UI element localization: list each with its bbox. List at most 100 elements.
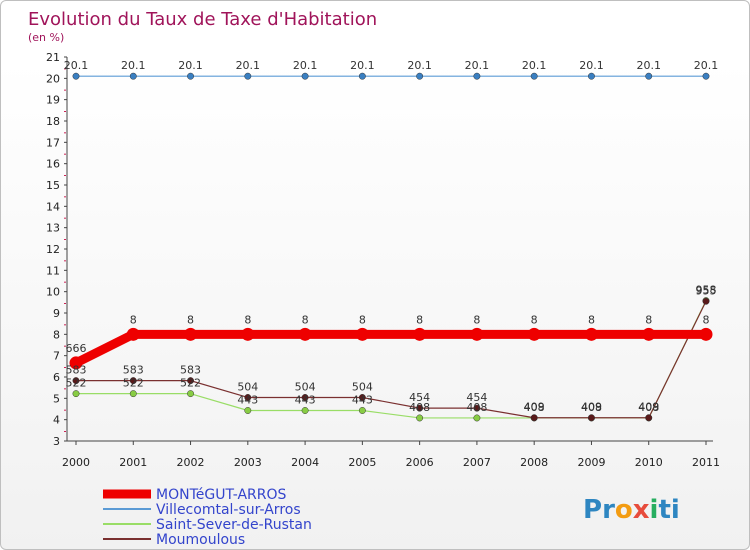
data-point	[129, 377, 137, 385]
data-label: 504	[237, 380, 258, 393]
data-point	[241, 327, 255, 341]
data-label: 20.1	[350, 59, 375, 72]
y-tick-label: 3	[53, 435, 60, 448]
data-point	[187, 377, 194, 385]
data-label: 454	[466, 391, 487, 404]
data-label: 522	[66, 377, 87, 390]
data-labels: 20.1 20.1 20.1 20.1 20.1 20.1 20.1 20.1 20.1 20.1…	[64, 59, 719, 414]
data-point	[187, 72, 194, 80]
data-point	[588, 414, 595, 422]
data-point	[702, 297, 710, 305]
y-tick-label: 6	[53, 371, 60, 384]
data-label: 443	[237, 393, 258, 406]
data-label: 20.1	[236, 59, 261, 72]
x-tick-label: 2010	[635, 456, 663, 469]
legend: MONTéGUT-ARROSVillecomtal-sur-ArrosSaint…	[103, 487, 312, 548]
data-point	[355, 327, 369, 341]
x-tick-label: 2003	[234, 456, 262, 469]
x-tick-label: 2009	[577, 456, 605, 469]
data-point	[301, 394, 309, 401]
data-label: 8	[130, 313, 137, 326]
y-tick-label: 16	[46, 158, 60, 171]
y-tick-label: 17	[46, 136, 60, 149]
data-point	[416, 404, 424, 412]
y-tick-label: 20	[46, 72, 60, 85]
data-label: 408	[524, 401, 545, 414]
x-tick-label: 2007	[463, 456, 491, 469]
data-label: 8	[531, 313, 538, 326]
data-label: 454	[409, 391, 430, 404]
y-tick-label: 18	[46, 115, 60, 128]
data-label: 8	[244, 313, 251, 326]
data-label: 20.1	[579, 59, 604, 72]
x-tick-label: 2005	[348, 456, 376, 469]
brand-letter: i	[650, 495, 659, 525]
chart-title: Evolution du Taux de Taxe d'Habitation	[28, 9, 377, 30]
data-label: 8	[588, 313, 595, 326]
data-label: 8	[187, 313, 194, 326]
data-point	[187, 390, 194, 398]
data-point	[473, 72, 481, 80]
data-point	[530, 414, 538, 422]
data-label: 504	[352, 380, 373, 393]
data-point	[645, 414, 653, 422]
data-point	[527, 327, 541, 341]
y-tick-label: 4	[53, 414, 60, 427]
y-tick-label: 7	[53, 350, 60, 363]
x-tick-label: 2011	[692, 456, 720, 469]
data-label: 8	[645, 313, 652, 326]
data-point	[301, 407, 309, 414]
data-label: 955	[696, 284, 717, 297]
data-point	[358, 407, 366, 414]
data-point	[184, 327, 198, 341]
data-label: 522	[123, 377, 144, 390]
data-point	[72, 390, 80, 398]
data-point	[244, 72, 252, 80]
y-tick-label: 15	[46, 179, 60, 192]
data-label: 409	[638, 401, 659, 414]
data-label: 408	[581, 401, 602, 414]
data-point	[72, 72, 80, 80]
axis-ticks: 3 4 5 6 7 8 9 10 11 12 13 14 15 16 17 18 19 20 21 2000 2001 2…	[46, 51, 720, 469]
data-label: 409	[581, 401, 602, 414]
data-label: 958	[696, 284, 717, 297]
data-label: 409	[524, 401, 545, 414]
data-label: 20.1	[64, 59, 89, 72]
data-point	[72, 377, 80, 385]
data-label: 20.1	[407, 59, 432, 72]
legend-label: Villecomtal-sur-Arros	[156, 502, 301, 518]
data-point	[416, 72, 424, 80]
x-tick-label: 2002	[177, 456, 205, 469]
brand-letter: t	[658, 495, 670, 525]
legend-label: MONTéGUT-ARROS	[156, 487, 287, 503]
data-label: 522	[180, 377, 201, 390]
legend-label: Moumoulous	[156, 532, 245, 548]
x-tick-label: 2008	[520, 456, 548, 469]
x-tick-label: 2001	[119, 456, 147, 469]
data-label: 504	[295, 380, 316, 393]
data-point	[301, 72, 309, 80]
series-line	[73, 329, 706, 367]
data-point	[358, 72, 366, 80]
brand-letter: i	[671, 495, 680, 525]
data-label: 583	[66, 364, 87, 377]
data-point	[470, 327, 484, 341]
brand-letter: r	[602, 495, 615, 525]
y-tick-label: 13	[46, 222, 60, 235]
data-label: 408	[466, 401, 487, 414]
data-label: 8	[703, 313, 710, 326]
data-label: 583	[123, 364, 144, 377]
data-point	[298, 327, 312, 341]
series-line	[76, 300, 707, 419]
data-point	[126, 327, 140, 341]
legend-label: Saint-Sever-de-Rustan	[156, 517, 312, 533]
data-point	[129, 390, 137, 398]
x-tick-label: 2006	[406, 456, 434, 469]
data-label: 8	[302, 313, 309, 326]
data-point	[699, 327, 713, 341]
data-point	[413, 327, 427, 341]
data-label: 8	[359, 313, 366, 326]
data-point	[702, 72, 710, 80]
data-label: 443	[295, 393, 316, 406]
